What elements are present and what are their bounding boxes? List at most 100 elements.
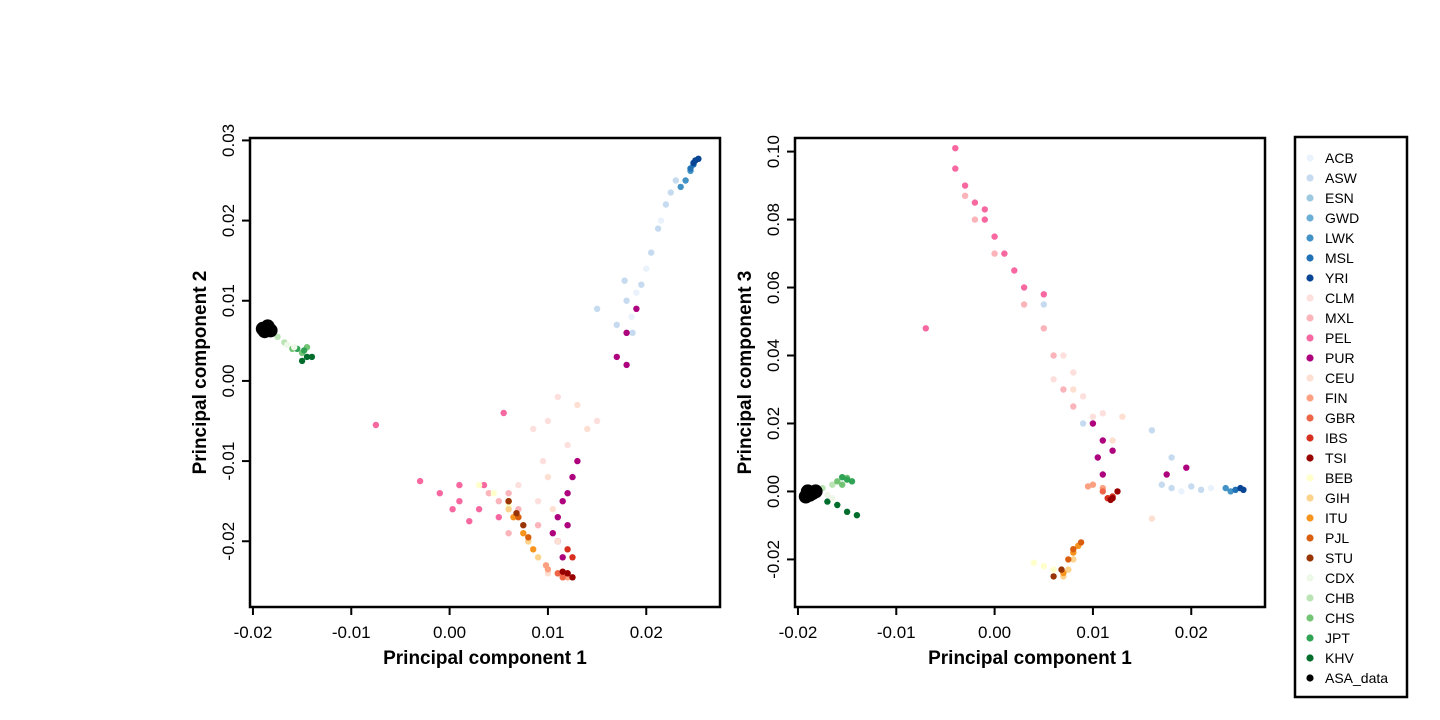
y-tick-label: 0.00 [764,475,783,508]
point-pur [574,457,581,465]
point-clm [539,457,547,465]
point-clm [544,417,552,425]
point-mxl [495,498,502,505]
point-chs [839,481,846,488]
legend-marker-clm [1306,294,1314,302]
point-mxl [1020,301,1028,308]
x-tick-label: -0.02 [234,623,273,642]
point-asw [1079,420,1087,427]
point-ceu [554,538,561,545]
pca-panel-pc1-pc3: -0.02 -0.01 0.00 0.01 0.02 -0.02 0.00 0.02 0.04… [735,135,1267,669]
x-tick-label: 0.01 [1076,623,1109,642]
point-itu [520,530,527,537]
point-gih [534,554,542,561]
point-pjl [1077,539,1085,546]
legend-marker-yri [1306,274,1314,282]
y-tick-label: 0.02 [219,204,238,237]
point-mxl [505,490,512,497]
point-acb [1178,488,1185,495]
legend: ACB ASW ESN GWD LWK MSL YRI CLM MXL PEL PUR CEU FIN G… [1293,135,1409,699]
point-pur [564,490,571,497]
legend-marker-itu [1306,514,1314,522]
point-beb [1040,563,1048,570]
y-tick-label: 0.08 [764,203,783,236]
point-pur [1109,447,1116,454]
plot-frame [248,136,722,609]
y-tick-label: -0.01 [219,442,238,481]
point-pur [623,361,630,369]
legend-marker-khv [1306,654,1314,662]
point-pur [1183,464,1190,471]
point-asw [1040,301,1048,308]
x-axis-title: Principal component 1 [383,648,587,669]
y-tick-label: 0.10 [764,135,783,168]
plot-frame [793,136,1267,609]
point-asa-data [263,323,278,338]
point-gih [505,506,512,513]
x-tick-label: -0.01 [332,623,371,642]
legend-label-pjl: PJL [1325,530,1349,546]
point-stu [520,522,527,529]
point-pel [495,514,502,521]
point-beb [490,490,497,497]
legend-items: ACB ASW ESN GWD LWK MSL YRI CLM MXL PEL PUR CEU FIN G… [1306,150,1388,686]
point-yri [690,159,697,167]
legend-marker-gwd [1306,214,1314,222]
legend-marker-lwk [1306,234,1314,242]
point-pel [981,216,988,223]
points-layer [798,145,1247,580]
point-gbr [559,574,566,581]
legend-marker-fin [1306,394,1314,402]
point-ceu [584,425,591,433]
point-gbr [1099,488,1107,495]
point-asw [623,297,630,304]
point-mxl [961,192,969,199]
legend-label-ibs: IBS [1325,430,1348,446]
point-clm [1099,410,1107,417]
point-yri [695,155,702,162]
point-pel [991,233,998,240]
point-pel [456,481,463,489]
point-gih [1065,566,1072,573]
point-tsi [1107,496,1114,504]
point-beb [475,481,483,489]
point-asw [1148,427,1156,434]
y-tick-label: 0.00 [219,364,238,397]
x-tick-label: 0.02 [1175,623,1208,642]
x-tick-label: 0.00 [433,623,466,642]
point-pur [564,522,571,529]
point-pel [952,145,959,152]
point-pel [475,506,483,513]
point-pel [981,206,988,213]
point-asw [1168,484,1175,492]
point-pel [922,325,929,332]
point-pur [554,514,561,521]
point-stu [513,510,520,517]
pca-panel-pc1-pc2: -0.02 -0.01 0.00 0.01 0.02 -0.02 -0.01 0.00 0.0… [190,124,722,669]
point-pel [1001,250,1008,257]
legend-label-clm: CLM [1325,290,1355,306]
y-tick-label: 0.06 [764,271,783,304]
point-chb [829,481,836,488]
point-mxl [505,530,512,537]
legend-label-esn: ESN [1325,190,1354,206]
legend-label-gwd: GWD [1325,210,1359,226]
legend-marker-pur [1306,354,1314,362]
legend-label-asa-data: ASA_data [1325,670,1388,686]
point-mxl [1070,403,1077,410]
point-pel [971,199,979,206]
point-pur [633,305,640,312]
point-tsi [569,574,576,581]
point-mxl [991,250,998,257]
point-mxl [1060,386,1067,393]
point-clm [1079,393,1087,400]
legend-marker-esn [1306,194,1314,202]
point-mxl [1040,325,1048,332]
legend-label-yri: YRI [1325,270,1348,286]
point-clm [1070,369,1077,376]
point-lwk [1227,488,1234,495]
point-ceu [1109,437,1116,444]
point-khv [308,353,316,361]
legend-label-chb: CHB [1325,590,1355,606]
point-lwk [682,177,689,184]
